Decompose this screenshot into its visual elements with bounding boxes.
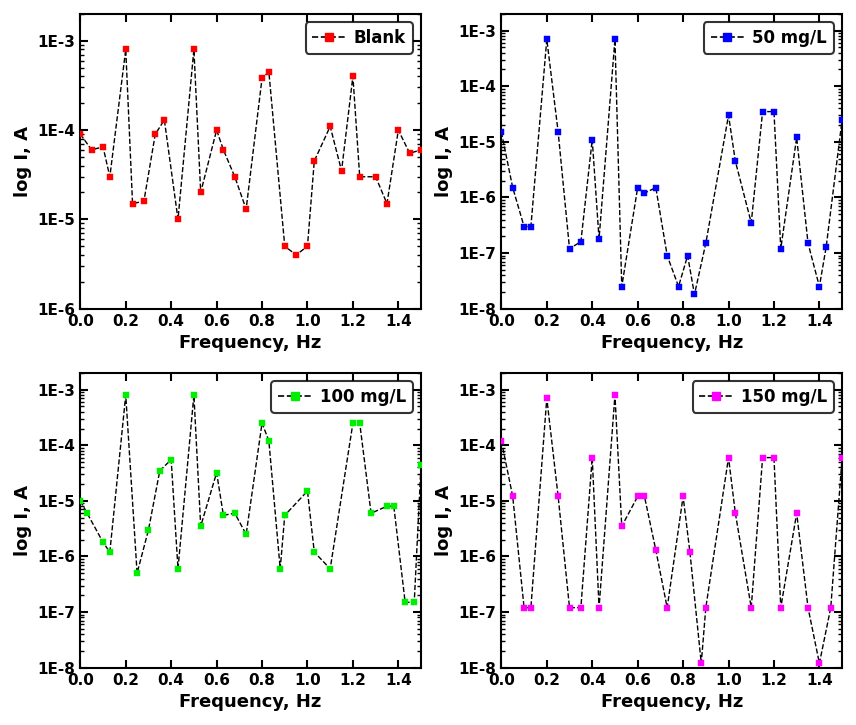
Legend: 50 mg/L: 50 mg/L	[704, 22, 834, 54]
Y-axis label: log I, A: log I, A	[14, 485, 32, 556]
X-axis label: Frequency, Hz: Frequency, Hz	[180, 334, 322, 352]
Y-axis label: log I, A: log I, A	[435, 125, 453, 196]
Legend: 100 mg/L: 100 mg/L	[271, 381, 413, 413]
X-axis label: Frequency, Hz: Frequency, Hz	[180, 693, 322, 711]
Legend: Blank: Blank	[306, 22, 413, 54]
Legend: 150 mg/L: 150 mg/L	[693, 381, 834, 413]
X-axis label: Frequency, Hz: Frequency, Hz	[601, 334, 743, 352]
Y-axis label: log I, A: log I, A	[14, 125, 32, 196]
Y-axis label: log I, A: log I, A	[435, 485, 453, 556]
X-axis label: Frequency, Hz: Frequency, Hz	[601, 693, 743, 711]
